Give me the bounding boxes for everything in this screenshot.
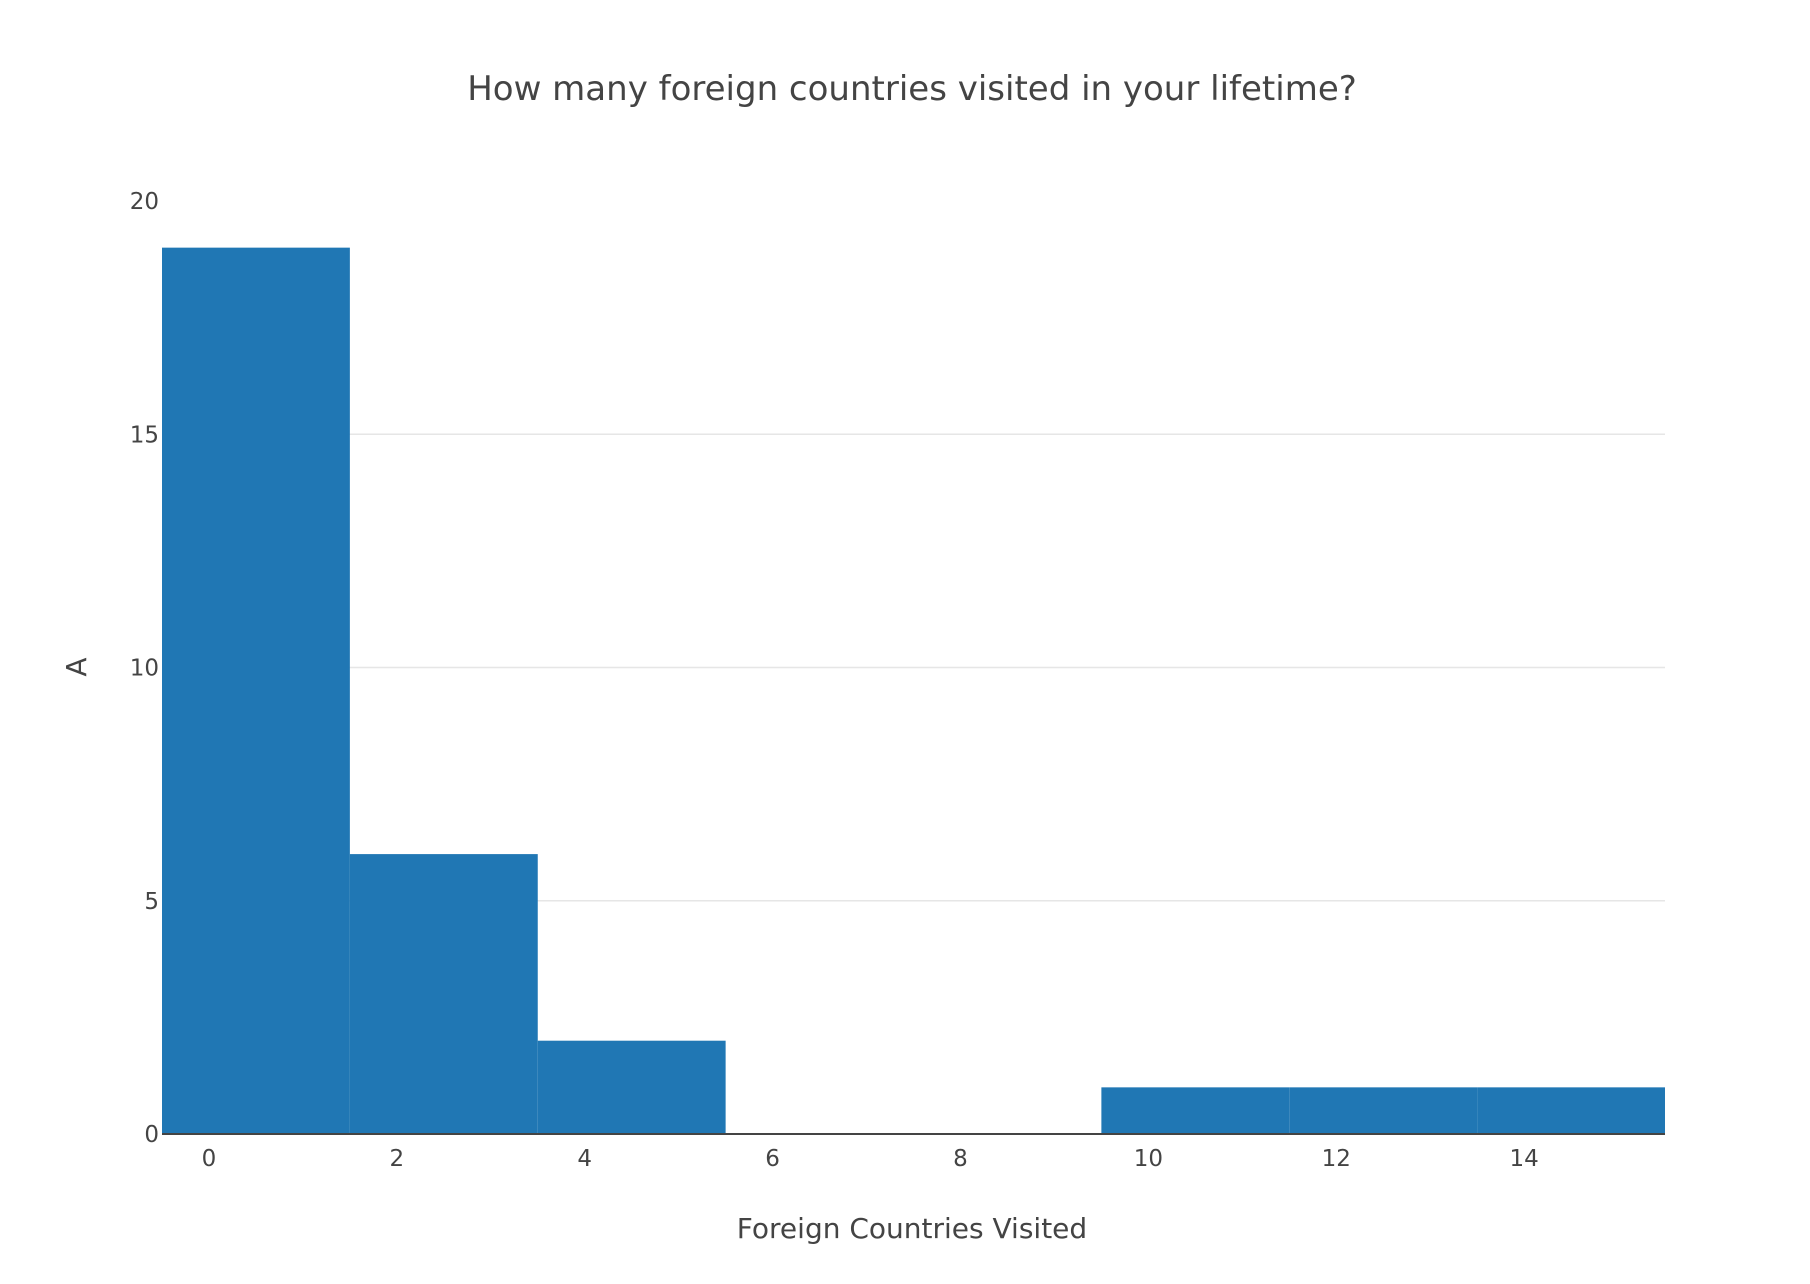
y-axis-title: A (60, 657, 93, 676)
x-axis-title: Foreign Countries Visited (737, 1212, 1087, 1245)
y-tick-label: 5 (144, 889, 159, 915)
histogram-bar (162, 247, 350, 1134)
y-tick-label: 20 (130, 189, 159, 215)
x-axis-ticks: 0 2 4 6 8 10 12 14 (202, 1146, 1539, 1172)
x-tick-label: 2 (390, 1146, 405, 1172)
chart-title: How many foreign countries visited in yo… (467, 69, 1357, 109)
histogram-bar (1289, 1087, 1478, 1134)
x-tick-label: 4 (577, 1146, 592, 1172)
histogram-bar (1477, 1087, 1665, 1134)
histogram-bars (162, 247, 1665, 1134)
y-axis-ticks: 0 5 10 15 20 (130, 189, 159, 1148)
x-tick-label: 0 (202, 1146, 217, 1172)
y-tick-label: 0 (144, 1122, 159, 1148)
x-tick-label: 12 (1322, 1146, 1351, 1172)
histogram-bar (349, 854, 538, 1134)
x-tick-label: 14 (1509, 1146, 1538, 1172)
histogram-bar (537, 1040, 726, 1134)
y-tick-label: 10 (130, 656, 159, 682)
x-tick-label: 6 (765, 1146, 780, 1172)
x-tick-label: 10 (1134, 1146, 1163, 1172)
x-tick-label: 8 (953, 1146, 968, 1172)
y-tick-label: 15 (130, 422, 159, 448)
histogram-bar (1101, 1087, 1290, 1134)
